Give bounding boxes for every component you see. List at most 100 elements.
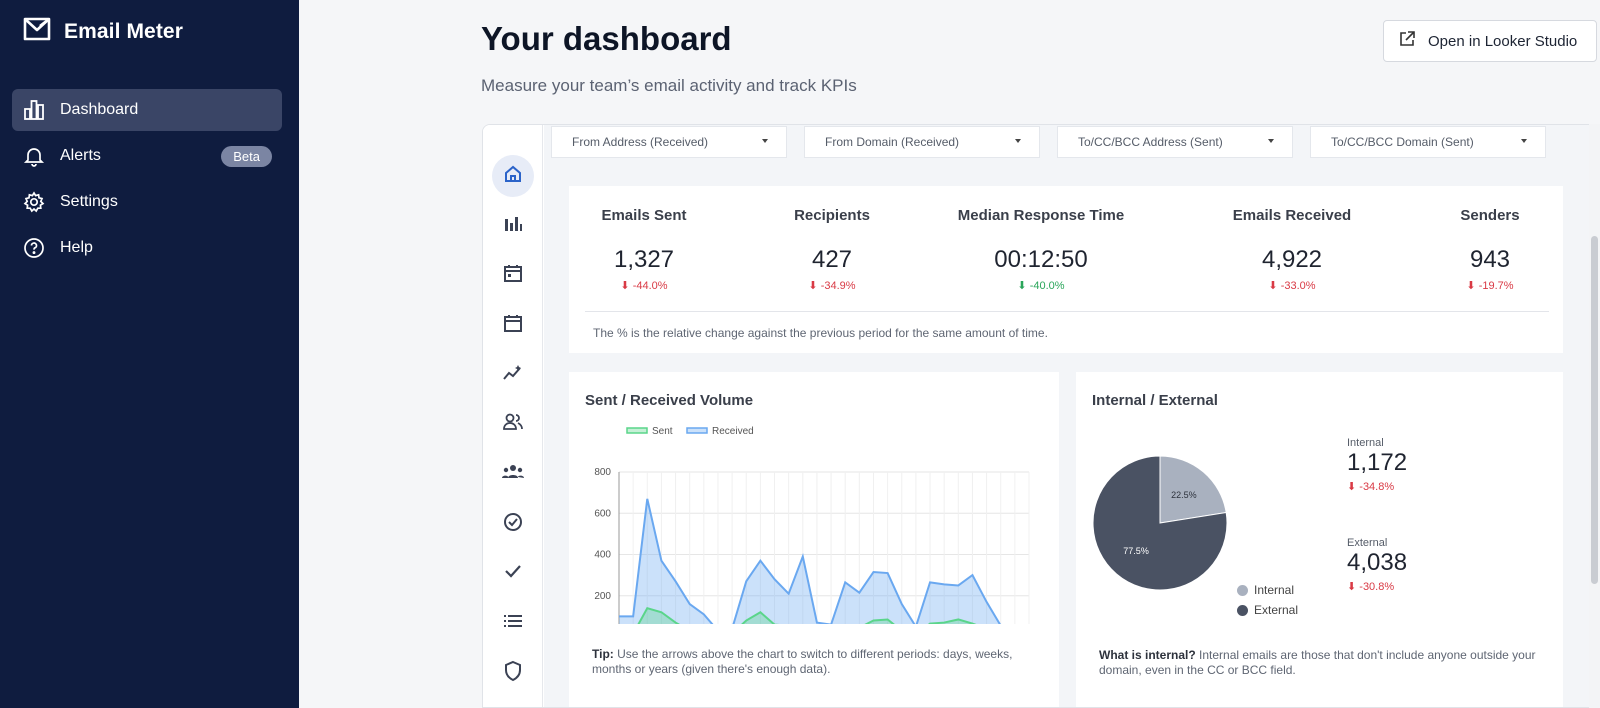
kpi-change: ⬇ -40.0%: [1017, 280, 1065, 292]
external-change: ⬇ -30.8%: [1347, 581, 1395, 593]
sidebar-item-label: Settings: [60, 193, 118, 210]
tip-label: Tip:: [592, 647, 614, 661]
report-frame: From Address (Received) From Domain (Rec…: [482, 124, 1600, 708]
report-nav-list[interactable]: [492, 602, 534, 644]
gear-icon: [22, 190, 46, 214]
filter-label: From Domain (Received): [825, 135, 960, 149]
note-text: Internal emails are those that don't inc…: [1099, 648, 1536, 677]
kpi-change: ⬇ -19.7%: [1466, 280, 1514, 292]
kpi-label: Emails Received: [1232, 207, 1352, 224]
looker-button-label: Open in Looker Studio: [1428, 32, 1578, 50]
beta-badge: Beta: [221, 145, 272, 167]
sidebar-item-label: Dashboard: [60, 101, 139, 118]
sidebar-item-alerts[interactable]: Alerts Beta: [12, 135, 282, 177]
report-nav-calendar[interactable]: [492, 254, 534, 296]
external-link-icon: [1398, 30, 1416, 52]
y-tick-label: 800: [594, 467, 611, 478]
legend-label: Received: [712, 426, 754, 437]
sidebar-item-label: Alerts: [60, 147, 101, 164]
kpi-value: 4,922: [1261, 246, 1323, 273]
group-icon: [501, 463, 525, 486]
check-icon: [503, 561, 523, 586]
legend-swatch: [686, 427, 708, 434]
calendar-icon: [503, 263, 523, 288]
pie-slice-external: [1092, 455, 1228, 591]
kpi-change: ⬇ -44.0%: [620, 280, 668, 292]
pie-data-label: 22.5%: [1171, 490, 1197, 500]
report-nav-check-circle[interactable]: [492, 503, 534, 545]
legend-label: Sent: [652, 426, 673, 437]
legend-dot: [1237, 584, 1248, 596]
report-nav-home[interactable]: [492, 155, 534, 197]
scrollbar-thumb[interactable]: [1591, 236, 1598, 584]
filter-to-address[interactable]: To/CC/BCC Address (Sent): [1057, 126, 1293, 158]
report-nav-trend[interactable]: [492, 354, 534, 396]
series-area-sent: [638, 608, 974, 624]
report-nav-group[interactable]: [492, 453, 534, 495]
check-circle-icon: [503, 512, 523, 537]
report-nav-people[interactable]: [492, 403, 534, 445]
people-icon: [502, 412, 524, 437]
list-icon: [503, 613, 523, 634]
internal-value: 1,172: [1347, 449, 1408, 476]
kpi-value: 943: [1469, 246, 1511, 273]
pie-data-label: 77.5%: [1123, 546, 1149, 556]
sidebar-item-settings[interactable]: Settings: [12, 181, 282, 223]
sent-received-volume-card: Sent / Received Volume 0200400600800Apr …: [569, 372, 1059, 707]
caret-down-icon: [1015, 139, 1021, 143]
external-label: External: [1347, 537, 1388, 549]
report-page-nav: [483, 125, 543, 707]
internal-note: What is internal? Internal emails are th…: [1099, 648, 1539, 678]
report-nav-shield[interactable]: [492, 652, 534, 694]
y-tick-label: 200: [594, 591, 611, 602]
brand-name: Email Meter: [64, 19, 183, 43]
kpi-change-value: -34.9%: [820, 280, 856, 292]
kpi-change: ⬇ -34.9%: [808, 280, 856, 292]
legend-internal: Internal: [1237, 583, 1294, 597]
internal-external-card: Internal / External 22.5% 77.5% Internal …: [1076, 372, 1563, 707]
series-line-sent: [637, 606, 977, 624]
open-in-looker-studio-button[interactable]: Open in Looker Studio: [1383, 20, 1597, 62]
tip-text: Use the arrows above the chart to switch…: [592, 647, 1013, 676]
help-circle-icon: [22, 236, 46, 260]
kpi-change-value: -40.0%: [1029, 280, 1065, 292]
internal-change: ⬇ -34.8%: [1347, 481, 1395, 493]
sidebar-item-label: Help: [60, 239, 93, 256]
volume-area-chart[interactable]: 0200400600800Apr 1Apr 5Apr 9Apr 13Apr 17…: [569, 424, 1059, 624]
kpi-value: 427: [811, 246, 853, 273]
kpi-card: Emails Sent 1,327 ⬇ -44.0% Recipients 42…: [569, 186, 1563, 353]
kpi-label: Median Response Time: [957, 207, 1125, 224]
kpi-label: Emails Sent: [601, 207, 687, 224]
kpi-label: Senders: [1460, 207, 1520, 224]
filter-to-domain[interactable]: To/CC/BCC Domain (Sent): [1310, 126, 1546, 158]
card-title: Internal / External: [1092, 392, 1218, 409]
brand[interactable]: Email Meter: [22, 16, 183, 47]
bar-chart-icon: [503, 214, 523, 239]
legend-label: Internal: [1254, 583, 1295, 597]
caret-down-icon: [1268, 139, 1274, 143]
sidebar-nav: Dashboard Alerts Beta Settings Help: [12, 89, 282, 273]
kpi-divider: [585, 311, 1549, 312]
report-nav-check[interactable]: [492, 552, 534, 594]
card-title: Sent / Received Volume: [585, 392, 754, 409]
bell-icon: [22, 144, 46, 168]
kpi-note: The % is the relative change against the…: [593, 326, 1048, 340]
sidebar-item-help[interactable]: Help: [12, 227, 282, 269]
filter-from-domain[interactable]: From Domain (Received): [804, 126, 1040, 158]
external-value: 4,038: [1347, 549, 1408, 576]
internal-external-pie-chart[interactable]: 22.5% 77.5%: [1090, 453, 1240, 603]
legend-dot: [1237, 604, 1248, 616]
report-nav-calendar-2[interactable]: [492, 304, 534, 346]
report-content: From Address (Received) From Domain (Rec…: [544, 125, 1599, 707]
legend-swatch: [626, 427, 648, 434]
bar-chart-icon: [22, 98, 46, 122]
series-area-received: [619, 498, 1000, 624]
kpi-label: Recipients: [794, 207, 870, 224]
filter-from-address[interactable]: From Address (Received): [551, 126, 787, 158]
sidebar-item-dashboard[interactable]: Dashboard: [12, 89, 282, 131]
series-line-received: [619, 498, 1001, 624]
internal-label: Internal: [1347, 437, 1384, 449]
report-nav-bar-chart[interactable]: [492, 205, 534, 247]
external-change-value: -30.8%: [1359, 581, 1395, 593]
filter-label: To/CC/BCC Address (Sent): [1078, 135, 1223, 149]
